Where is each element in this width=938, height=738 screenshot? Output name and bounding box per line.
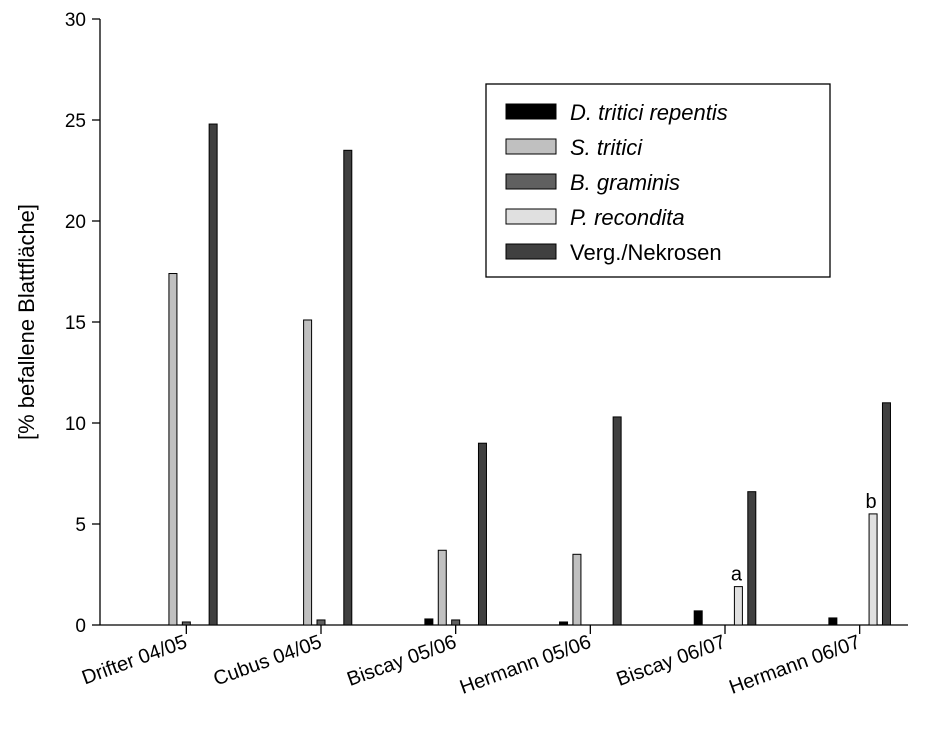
bar bbox=[693, 610, 703, 626]
x-tick-label: Hermann 06/07 bbox=[726, 631, 863, 699]
bar bbox=[572, 553, 582, 626]
y-axis-title: [% befallene Blattfläche] bbox=[14, 204, 39, 440]
bar bbox=[828, 617, 838, 626]
bar bbox=[477, 442, 487, 626]
bar-annotation: b bbox=[866, 491, 877, 513]
y-tick-label: 10 bbox=[65, 414, 86, 435]
legend-swatch bbox=[505, 243, 557, 260]
legend-label: P. recondita bbox=[570, 205, 685, 230]
bar bbox=[733, 586, 743, 626]
legend-label: Verg./Nekrosen bbox=[570, 240, 722, 265]
x-tick-label: Biscay 06/07 bbox=[614, 631, 729, 691]
bar bbox=[868, 513, 878, 626]
bar bbox=[208, 123, 218, 626]
legend-swatch bbox=[505, 173, 557, 190]
bar bbox=[303, 319, 313, 626]
legend: D. tritici repentis S. tritici B. graminis… bbox=[485, 83, 831, 278]
legend-swatch bbox=[505, 208, 557, 225]
bar bbox=[747, 491, 757, 626]
x-tick-label: Cubus 04/05 bbox=[211, 631, 325, 690]
legend-swatch bbox=[505, 103, 557, 120]
bar bbox=[451, 619, 461, 626]
bar bbox=[316, 619, 326, 626]
y-tick-label: 25 bbox=[65, 111, 86, 132]
bar bbox=[424, 618, 434, 626]
y-tick-label: 15 bbox=[65, 313, 86, 334]
x-tick-label: Biscay 05/06 bbox=[344, 631, 459, 691]
y-tick-label: 20 bbox=[65, 212, 86, 233]
legend-swatch bbox=[505, 138, 557, 155]
bar bbox=[559, 621, 569, 626]
legend-label: S. tritici bbox=[570, 135, 643, 160]
legend-label: B. graminis bbox=[570, 170, 680, 195]
x-tick-label: Drifter 04/05 bbox=[79, 631, 190, 689]
y-tick-label: 0 bbox=[75, 616, 86, 637]
bar bbox=[437, 549, 447, 626]
bar bbox=[168, 273, 178, 626]
bar bbox=[343, 149, 353, 626]
bar-annotation: a bbox=[731, 564, 743, 586]
bar bbox=[881, 402, 891, 626]
legend-label: D. tritici repentis bbox=[570, 100, 728, 125]
bar bbox=[612, 416, 622, 626]
bar bbox=[181, 621, 191, 626]
y-tick-label: 5 bbox=[75, 515, 86, 536]
y-tick-label: 30 bbox=[65, 10, 86, 31]
x-tick-label: Hermann 05/06 bbox=[457, 631, 594, 699]
